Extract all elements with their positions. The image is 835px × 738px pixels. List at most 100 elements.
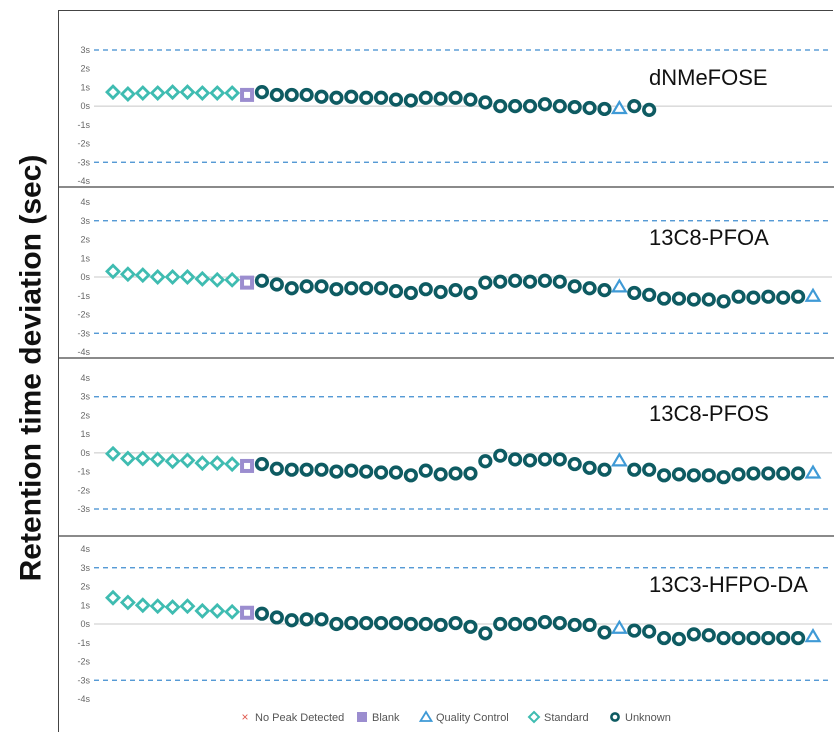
standard-point <box>134 85 151 102</box>
unknown-point <box>671 631 687 647</box>
legend-label: Blank <box>372 712 400 724</box>
panel-2: 4s 3s 2s 1s 0s -1s -2s -3s -4s 13C8-PFOA <box>59 186 834 357</box>
standard-point <box>179 598 196 615</box>
unknown-point <box>388 92 404 107</box>
quality-control-point <box>610 452 628 467</box>
y-tick-label: -3s <box>77 504 90 514</box>
unknown-point <box>671 291 687 306</box>
y-tick-label: -4s <box>77 347 90 357</box>
y-tick-label: -1s <box>77 638 90 648</box>
unknown-point <box>493 274 508 289</box>
unknown-point <box>582 281 597 296</box>
unknown-point <box>508 452 523 467</box>
unknown-point <box>329 616 344 632</box>
unknown-point <box>284 281 299 296</box>
unknown-point <box>314 279 329 294</box>
unknown-point <box>254 606 270 621</box>
panel-3: 4s 3s 2s 1s 0s -1s -2s -3s 13C8-PFOS <box>59 357 834 514</box>
legend-item: Blank <box>357 712 400 724</box>
unknown-point <box>537 97 553 112</box>
quality-control-point <box>804 287 822 302</box>
unknown-point <box>522 453 538 468</box>
unknown-point <box>403 93 418 108</box>
standard-point <box>105 589 121 606</box>
y-tick-label: -4s <box>77 694 90 704</box>
y-tick-label: 2s <box>80 64 90 74</box>
unknown-point <box>552 274 567 289</box>
y-tick-label: 2s <box>80 235 90 245</box>
blank-point-inner <box>244 462 251 469</box>
unknown-point <box>418 463 433 478</box>
unknown-point <box>656 291 672 306</box>
unknown-point <box>388 283 404 299</box>
unknown-point <box>746 290 761 305</box>
unknown-point <box>359 281 374 296</box>
quality-control-point <box>610 99 628 115</box>
unknown-point <box>299 87 314 103</box>
y-tick-label: -3s <box>77 675 90 685</box>
unknown-point <box>552 615 567 631</box>
unknown-point <box>716 630 731 646</box>
quality-control-point <box>610 278 628 293</box>
unknown-point <box>537 452 553 467</box>
circle-icon <box>610 712 620 722</box>
unknown-point <box>388 615 404 631</box>
unknown-point <box>463 92 478 107</box>
legend-label: Standard <box>544 712 589 724</box>
y-tick-label: 4s <box>80 544 90 554</box>
unknown-point <box>344 463 359 478</box>
y-tick-label: 4s <box>80 373 90 383</box>
unknown-point <box>493 448 508 463</box>
unknown-point <box>567 456 582 472</box>
standard-point <box>224 603 241 620</box>
y-tick-label: -2s <box>77 657 90 667</box>
unknown-point <box>433 284 448 300</box>
standard-point <box>149 269 166 285</box>
unknown-point <box>522 616 538 632</box>
unknown-point <box>686 468 701 483</box>
y-axis-label: Retention time deviation (sec) <box>13 10 49 725</box>
unknown-point <box>642 462 657 477</box>
y-tick-label: 1s <box>80 600 90 610</box>
unknown-point <box>701 628 716 643</box>
unknown-point <box>254 456 270 472</box>
panel-title: 13C8-PFOS <box>649 401 769 426</box>
x-mark-icon: × <box>241 710 248 724</box>
unknown-point <box>284 613 299 628</box>
standard-point <box>105 263 121 280</box>
unknown-point <box>314 462 329 477</box>
unknown-point <box>478 95 493 110</box>
y-tick-label: 3s <box>80 45 90 55</box>
legend-label: Quality Control <box>436 712 509 724</box>
unknown-point <box>329 90 344 105</box>
unknown-point <box>448 466 463 481</box>
unknown-point <box>284 462 299 477</box>
y-tick-label: 1s <box>80 429 90 439</box>
panel-title: 13C8-PFOA <box>649 225 769 250</box>
standard-point <box>224 85 241 102</box>
legend-item: × No Peak Detected <box>241 710 344 724</box>
standard-point <box>224 271 241 288</box>
unknown-point <box>329 282 344 297</box>
blank-point-inner <box>244 91 251 98</box>
unknown-point <box>359 615 374 631</box>
standard-point <box>134 597 151 614</box>
unknown-point <box>478 454 493 469</box>
charts-svg: 3s 2s 1s 0s -1s -2s -3s -4s dNMeFOSE 4s 3s 2s 1s 0s -1… <box>59 45 834 724</box>
unknown-point <box>761 466 776 481</box>
legend-label: No Peak Detected <box>255 712 344 724</box>
panel-title: 13C3-HFPO-DA <box>649 572 808 597</box>
unknown-point <box>314 89 329 104</box>
unknown-point <box>731 630 746 646</box>
unknown-point <box>359 90 374 105</box>
y-axis-label-text: Retention time deviation (sec) <box>14 154 47 581</box>
unknown-point <box>597 462 612 477</box>
unknown-point <box>299 612 314 627</box>
unknown-point <box>388 465 404 480</box>
unknown-point <box>582 460 597 475</box>
standard-point <box>179 452 196 469</box>
legend-item: Unknown <box>610 712 671 724</box>
standard-point <box>209 271 226 288</box>
standard-point <box>134 267 151 284</box>
unknown-point <box>373 90 389 105</box>
